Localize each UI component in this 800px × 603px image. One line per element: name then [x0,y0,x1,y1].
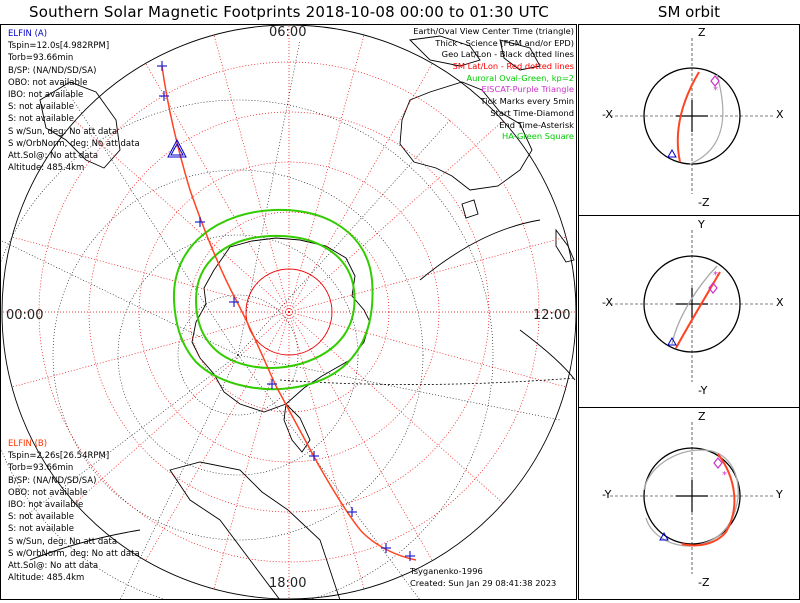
elfin-a-line: Tspin=12.0s[4.982RPM] [8,41,110,52]
sm-xz-top-label: Z [698,26,706,39]
track-tick [229,297,239,307]
track-tick [267,379,277,389]
page-title: Southern Solar Magnetic Footprints 2018-… [29,3,549,21]
mlt-label-right: 12:00 [533,308,571,323]
track-tick [405,551,415,561]
elfin-b-line: IBO: not available [8,499,84,510]
track-tick [347,507,357,517]
track-tick [195,217,205,227]
elfin-a-line: S w/Sun, deg: No att data [8,126,118,137]
elfin-b-line: Torb=93.66min [8,463,74,474]
sm-xz-left-label: -X [602,108,613,121]
legend: Earth/Oval View Center Time (triangle) Th… [413,26,574,143]
legend-item: Earth/Oval View Center Time (triangle) [413,26,574,36]
track-tick [159,91,169,101]
sm-xy-bottom-label: -Y [698,384,708,397]
legend-item: EISCAT-Purple Triangle [481,84,574,95]
elfin-b-line: B/SP: (NA/ND/SD/SA) [8,475,97,486]
elfin-b-line: Tspin=2.26s[26.54RPM] [8,451,110,462]
svg-text:*: * [722,470,727,481]
auroral-oval [172,208,374,390]
elfin-a-line: Altitude: 485.4km [8,163,85,174]
sm-grid [1,25,576,599]
legend-item: Start Time-Diamond [490,107,574,118]
legend-item: Auroral Oval-Green, kp=2 [466,72,574,83]
sm-panel-yz: * Z -Z -Y Y [578,408,800,599]
elfin-b-info: ELFIN (B) Tspin=2.26s[26.54RPM] Torb=93.… [8,438,140,584]
created-timestamp: Created: Sun Jan 29 08:41:38 2023 [410,578,557,588]
elfin-b-line: Altitude: 485.4km [8,573,85,584]
sm-panel-xy-plot: * [610,230,774,382]
svg-text:*: * [713,270,718,281]
legend-item: Geo Lat/Lon - Black dotted lines [441,49,574,60]
sm-panel-xy: * Y -Y -X X [578,216,800,407]
legend-item: End Time-Asterisk [499,119,574,130]
sm-panel-xz-plot: * [610,38,774,194]
elfin-a-line: S: not available [8,114,74,125]
sm-yz-right-label: Y [776,488,783,501]
sm-panel-yz-plot: * [610,422,774,574]
elfin-a-info: ELFIN (A) Tspin=12.0s[4.982RPM] Torb=93.… [8,28,140,174]
sm-yz-left-label: -Y [602,488,612,501]
elfin-b-line: S: not available [8,524,74,535]
elfin-b-line: OBO: not available [8,487,88,498]
elfin-a-line: OBO: not available [8,77,88,88]
sm-xz-bottom-label: -Z [698,196,710,209]
track-tick [381,543,391,553]
elfin-track [161,65,417,561]
elfin-a-name: ELFIN (A) [8,29,48,39]
svg-text:*: * [713,85,718,96]
sm-yz-bottom-label: -Z [698,576,710,589]
elfin-a-line: S w/OrbNorm, deg: No att data [8,138,140,149]
sm-yz-top-label: Z [698,410,706,423]
elfin-a-line: Torb=93.66min [8,53,74,64]
coastlines [29,35,576,599]
elfin-a-line: Att.Sol@: No att data [8,150,99,161]
track-tick-marks [157,61,415,561]
sm-xy-top-label: Y [698,218,705,231]
sm-xy-left-label: -X [602,296,613,309]
elfin-b-line: Att.Sol@: No att data [8,560,99,571]
legend-item: SM Lat/Lon - Red dotted lines [452,61,574,72]
elfin-a-line: B/SP: (NA/ND/SD/SA) [8,65,97,76]
model-credit: Tsyganenko-1996 [410,566,483,576]
elfin-b-name: ELFIN (B) [8,439,48,449]
legend-item: Tick Marks every 5min [480,96,574,107]
sm-xy-right-label: X [776,296,784,309]
track-tick [157,61,167,71]
legend-item: HA-Green Square [501,131,574,142]
sm-xz-right-label: X [776,108,784,121]
elfin-b-line: S w/Sun, deg: No att data [8,536,118,547]
elfin-b-line: S w/OrbNorm, deg: No att data [8,548,140,559]
sm-panel-xz: * Z -Z -X X [578,24,800,215]
track-tick [309,451,319,461]
mlt-label-top: 06:00 [269,25,307,40]
mlt-label-left: 00:00 [6,308,44,323]
elfin-a-line: IBO: not available [8,89,84,100]
elfin-b-line: S: not available [8,512,74,523]
sm-orbit-title: SM orbit [657,3,721,21]
elfin-a-line: S: not available [8,102,74,113]
mlt-label-bottom: 18:00 [269,576,307,591]
legend-item: Thick - Science (FGM and/or EPD) [435,37,574,48]
view-center-triangle [167,138,187,158]
